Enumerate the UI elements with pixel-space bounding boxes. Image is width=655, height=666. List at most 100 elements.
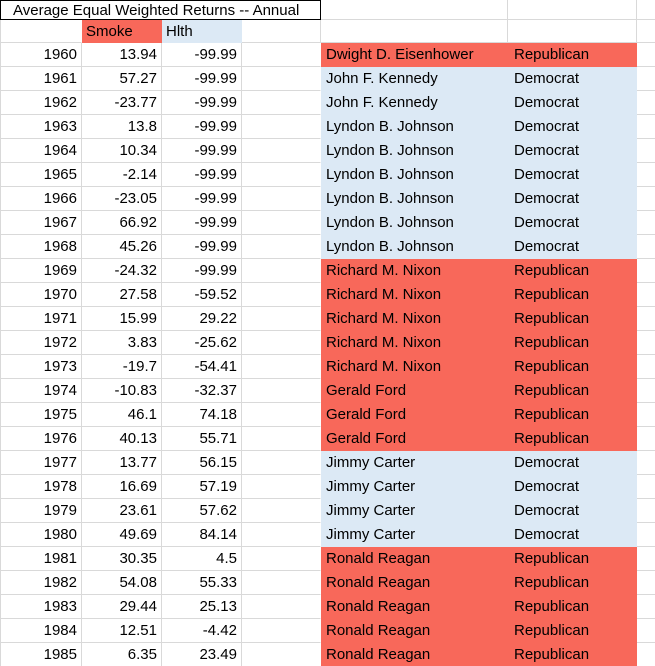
empty-cell[interactable] — [242, 91, 321, 115]
hlth-value-cell[interactable]: -99.99 — [162, 187, 242, 211]
empty-cell[interactable] — [242, 331, 321, 355]
party-cell[interactable]: Democrat — [508, 163, 637, 187]
smoke-value-cell[interactable]: 6.35 — [82, 643, 162, 666]
smoke-value-cell[interactable]: 54.08 — [82, 571, 162, 595]
smoke-value-cell[interactable]: 27.58 — [82, 283, 162, 307]
empty-cell[interactable] — [637, 211, 655, 235]
party-cell[interactable]: Republican — [508, 259, 637, 283]
year-cell[interactable]: 1965 — [0, 163, 82, 187]
empty-cell[interactable] — [242, 595, 321, 619]
hlth-value-cell[interactable]: -54.41 — [162, 355, 242, 379]
president-cell[interactable]: Ronald Reagan — [321, 619, 508, 643]
year-cell[interactable]: 1961 — [0, 67, 82, 91]
president-cell[interactable]: Ronald Reagan — [321, 643, 508, 666]
empty-cell[interactable] — [242, 619, 321, 643]
party-cell[interactable]: Democrat — [508, 475, 637, 499]
empty-cell[interactable] — [242, 547, 321, 571]
president-cell[interactable]: Gerald Ford — [321, 403, 508, 427]
empty-cell[interactable] — [637, 595, 655, 619]
empty-cell[interactable] — [637, 355, 655, 379]
empty-cell[interactable] — [0, 20, 82, 43]
president-cell[interactable]: Ronald Reagan — [321, 595, 508, 619]
president-cell[interactable]: Richard M. Nixon — [321, 283, 508, 307]
party-cell[interactable]: Republican — [508, 379, 637, 403]
empty-cell[interactable] — [242, 187, 321, 211]
party-cell[interactable]: Democrat — [508, 523, 637, 547]
party-cell[interactable]: Democrat — [508, 499, 637, 523]
year-cell[interactable]: 1973 — [0, 355, 82, 379]
president-cell[interactable]: Richard M. Nixon — [321, 259, 508, 283]
empty-cell[interactable] — [637, 331, 655, 355]
smoke-value-cell[interactable]: 29.44 — [82, 595, 162, 619]
smoke-value-cell[interactable]: 16.69 — [82, 475, 162, 499]
party-cell[interactable]: Republican — [508, 43, 637, 67]
hlth-value-cell[interactable]: -99.99 — [162, 235, 242, 259]
empty-cell[interactable] — [637, 499, 655, 523]
smoke-value-cell[interactable]: 23.61 — [82, 499, 162, 523]
empty-cell[interactable] — [637, 0, 655, 20]
year-cell[interactable]: 1971 — [0, 307, 82, 331]
smoke-value-cell[interactable]: 12.51 — [82, 619, 162, 643]
hlth-value-cell[interactable]: -99.99 — [162, 115, 242, 139]
smoke-value-cell[interactable]: 46.1 — [82, 403, 162, 427]
year-cell[interactable]: 1977 — [0, 451, 82, 475]
empty-cell[interactable] — [637, 67, 655, 91]
president-cell[interactable]: Richard M. Nixon — [321, 355, 508, 379]
empty-cell[interactable] — [242, 43, 321, 67]
party-cell[interactable]: Republican — [508, 307, 637, 331]
party-cell[interactable]: Republican — [508, 331, 637, 355]
party-cell[interactable]: Democrat — [508, 211, 637, 235]
empty-cell[interactable] — [321, 20, 508, 43]
empty-cell[interactable] — [242, 403, 321, 427]
smoke-header-cell[interactable]: Smoke — [82, 20, 162, 43]
empty-cell[interactable] — [242, 67, 321, 91]
hlth-value-cell[interactable]: -99.99 — [162, 163, 242, 187]
year-cell[interactable]: 1960 — [0, 43, 82, 67]
year-cell[interactable]: 1967 — [0, 211, 82, 235]
smoke-value-cell[interactable]: 45.26 — [82, 235, 162, 259]
smoke-value-cell[interactable]: -23.77 — [82, 91, 162, 115]
president-cell[interactable]: Gerald Ford — [321, 379, 508, 403]
empty-cell[interactable] — [242, 523, 321, 547]
party-cell[interactable]: Democrat — [508, 91, 637, 115]
smoke-value-cell[interactable]: 66.92 — [82, 211, 162, 235]
empty-cell[interactable] — [637, 547, 655, 571]
year-cell[interactable]: 1985 — [0, 643, 82, 666]
year-cell[interactable]: 1976 — [0, 427, 82, 451]
empty-cell[interactable] — [242, 475, 321, 499]
hlth-value-cell[interactable]: 57.62 — [162, 499, 242, 523]
empty-cell[interactable] — [637, 619, 655, 643]
hlth-value-cell[interactable]: 29.22 — [162, 307, 242, 331]
empty-cell[interactable] — [242, 451, 321, 475]
president-cell[interactable]: Gerald Ford — [321, 427, 508, 451]
empty-cell[interactable] — [637, 187, 655, 211]
smoke-value-cell[interactable]: 3.83 — [82, 331, 162, 355]
year-cell[interactable]: 1969 — [0, 259, 82, 283]
party-cell[interactable]: Democrat — [508, 67, 637, 91]
president-cell[interactable]: Lyndon B. Johnson — [321, 211, 508, 235]
president-cell[interactable]: Lyndon B. Johnson — [321, 139, 508, 163]
year-cell[interactable]: 1980 — [0, 523, 82, 547]
party-cell[interactable]: Republican — [508, 547, 637, 571]
year-cell[interactable]: 1964 — [0, 139, 82, 163]
empty-cell[interactable] — [637, 43, 655, 67]
president-cell[interactable]: Lyndon B. Johnson — [321, 187, 508, 211]
empty-cell[interactable] — [242, 499, 321, 523]
year-cell[interactable]: 1978 — [0, 475, 82, 499]
smoke-value-cell[interactable]: 49.69 — [82, 523, 162, 547]
empty-cell[interactable] — [637, 475, 655, 499]
empty-cell[interactable] — [242, 163, 321, 187]
year-cell[interactable]: 1984 — [0, 619, 82, 643]
hlth-value-cell[interactable]: -25.62 — [162, 331, 242, 355]
president-cell[interactable]: John F. Kennedy — [321, 67, 508, 91]
empty-cell[interactable] — [637, 20, 655, 43]
smoke-value-cell[interactable]: -19.7 — [82, 355, 162, 379]
smoke-value-cell[interactable]: 15.99 — [82, 307, 162, 331]
year-cell[interactable]: 1966 — [0, 187, 82, 211]
hlth-value-cell[interactable]: 74.18 — [162, 403, 242, 427]
empty-cell[interactable] — [242, 355, 321, 379]
hlth-value-cell[interactable]: 25.13 — [162, 595, 242, 619]
party-cell[interactable]: Democrat — [508, 235, 637, 259]
empty-cell[interactable] — [508, 0, 637, 20]
empty-cell[interactable] — [637, 283, 655, 307]
